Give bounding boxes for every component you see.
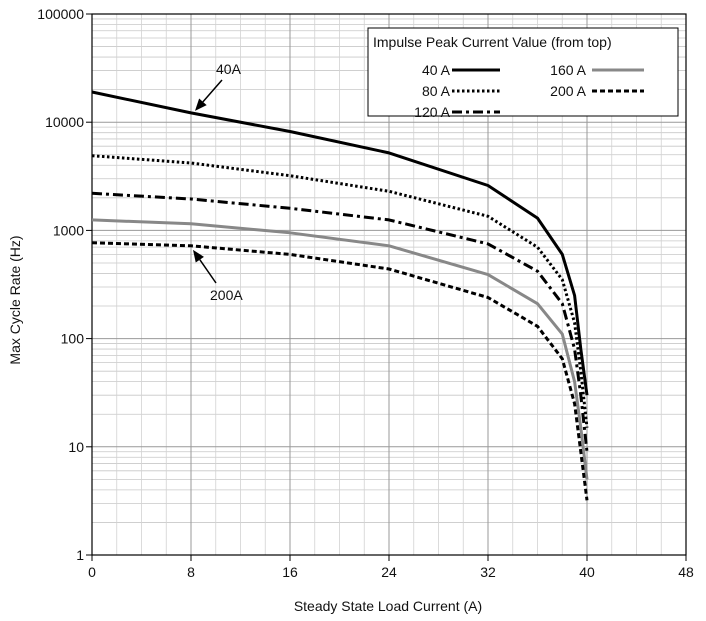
annotation-40a-arrowhead xyxy=(195,98,207,111)
x-tick-label: 16 xyxy=(282,564,298,580)
series-layer xyxy=(91,90,589,501)
y-tick-label: 1000 xyxy=(53,222,84,238)
series-line-200a xyxy=(91,241,589,501)
legend-label: 160 A xyxy=(550,62,586,78)
series-line-120a xyxy=(91,191,589,452)
series-line-160a xyxy=(91,218,589,480)
legend-label: 200 A xyxy=(550,83,586,99)
annotation-40a-arrow xyxy=(202,79,223,103)
legend-label: 120 A xyxy=(414,104,450,120)
series-line-40a xyxy=(91,90,589,396)
y-tick-label: 10000 xyxy=(45,114,84,130)
y-tick-label: 100000 xyxy=(37,6,84,22)
x-tick-label: 8 xyxy=(187,564,195,580)
y-tick-label: 10 xyxy=(68,439,84,455)
annotation-200a-arrowhead xyxy=(193,249,204,263)
legend-title: Impulse Peak Current Value (from top) xyxy=(373,34,612,50)
y-axis-title: Max Cycle Rate (Hz) xyxy=(7,235,23,364)
annotation-200a: 200A xyxy=(193,249,243,303)
y-tick-label: 1 xyxy=(76,547,84,563)
legend-label: 80 A xyxy=(422,83,451,99)
legend: Impulse Peak Current Value (from top) 40… xyxy=(367,27,679,120)
annotation-40a: 40A xyxy=(195,61,242,111)
x-tick-label: 24 xyxy=(381,564,397,580)
y-tick-label: 100 xyxy=(61,331,85,347)
legend-items: 40 A 80 A 120 A 160 A 200 A xyxy=(414,62,644,120)
annotation-40a-label: 40A xyxy=(216,61,242,77)
x-tick-label: 32 xyxy=(480,564,496,580)
x-tick-label: 0 xyxy=(88,564,96,580)
x-axis-title: Steady State Load Current (A) xyxy=(294,598,482,614)
series-line-80a xyxy=(91,154,589,428)
annotation-200a-arrow xyxy=(199,259,217,284)
x-tick-label: 48 xyxy=(678,564,694,580)
legend-box xyxy=(367,27,679,117)
legend-label: 40 A xyxy=(422,62,451,78)
tick-layer: 0 8 16 24 32 40 48 1 10 100 1000 10000 100000 xyxy=(37,6,694,580)
annotation-200a-label: 200A xyxy=(210,287,243,303)
x-tick-label: 40 xyxy=(579,564,595,580)
